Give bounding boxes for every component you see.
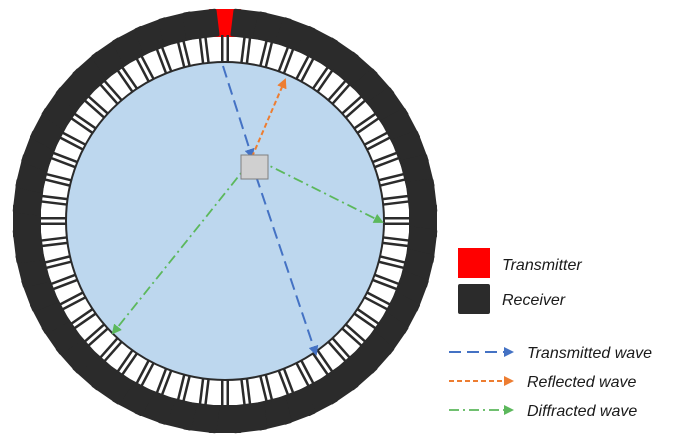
wave-paths [111,65,384,356]
legend-reflected-label: Reflected wave [527,374,636,391]
reflected-wave-path [251,78,287,158]
imaging-medium [65,61,385,381]
scatterer-object [240,154,269,180]
legend-diffracted-label: Diffracted wave [527,403,637,420]
legend-transmitter-label: Transmitter [502,257,582,274]
transducer-array [12,8,438,434]
legend-transmitted-label: Transmitted wave [527,345,652,362]
legend: Transmitter Receiver Transmitted wave Re… [449,248,652,420]
diffracted-wave-right [257,159,384,223]
diffracted-wave-left [111,161,251,335]
transmitted-wave-incident [222,65,255,159]
legend-receiver-label: Receiver [502,292,566,309]
legend-transmitter-swatch [458,248,490,278]
legend-receiver-swatch [458,284,490,314]
receiver-element [182,8,220,64]
transmitted-wave-through [255,175,319,356]
